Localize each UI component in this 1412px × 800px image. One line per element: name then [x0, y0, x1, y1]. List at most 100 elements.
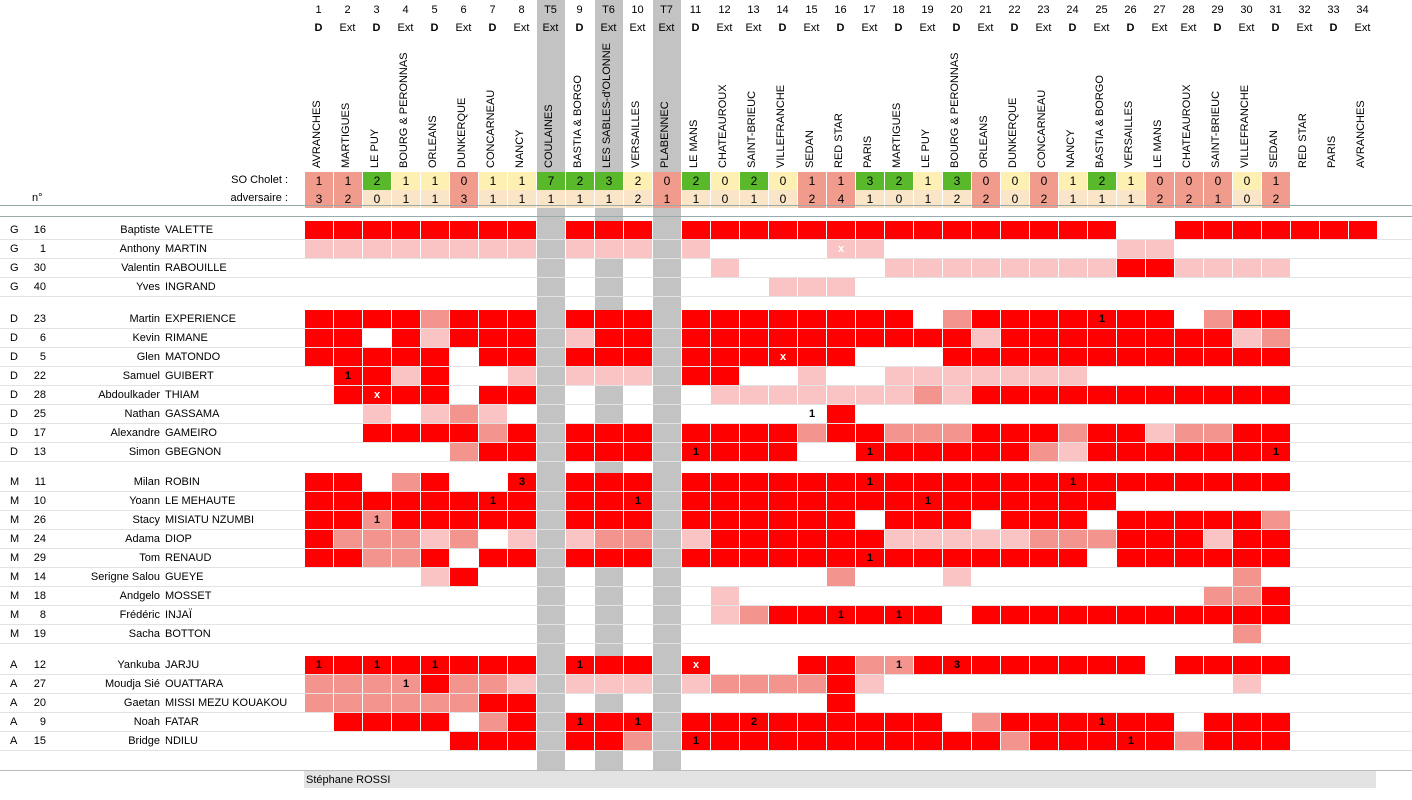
participation-cell — [1204, 259, 1232, 277]
participation-cell — [595, 348, 623, 366]
participation-cell — [798, 492, 826, 510]
participation-cell — [1204, 329, 1232, 347]
match-venue: Ext — [652, 22, 681, 34]
participation-cell — [1030, 732, 1058, 750]
opponent-name: VERSAILLES — [1123, 101, 1135, 168]
participation-cell — [798, 473, 826, 491]
participation-cell — [1146, 259, 1174, 277]
match-number: 27 — [1145, 4, 1174, 16]
participation-cell — [508, 732, 536, 750]
player-first-name: Glen — [40, 348, 160, 366]
staff-cells — [304, 771, 1376, 788]
match-venue: Ext — [507, 22, 536, 34]
participation-cell — [827, 656, 855, 674]
match-venue: Ext — [710, 22, 739, 34]
player-position: G — [10, 221, 19, 239]
participation-cell: 1 — [421, 656, 449, 674]
player-position: G — [10, 259, 19, 277]
player-first-name: Simon — [40, 443, 160, 461]
participation-cell — [856, 386, 884, 404]
match-venue: D — [1203, 22, 1232, 34]
participation-cell — [363, 694, 391, 712]
match-number: 16 — [826, 4, 855, 16]
participation-cell — [421, 221, 449, 239]
participation-cell — [1030, 348, 1058, 366]
participation-cell — [1088, 386, 1116, 404]
participation-cell — [972, 367, 1000, 385]
participation-cell — [769, 310, 797, 328]
participation-cell — [1146, 511, 1174, 529]
opponent-name: LE MANS — [1152, 120, 1164, 168]
participation-cell — [1175, 656, 1203, 674]
participation-cell — [943, 492, 971, 510]
participation-cell — [1030, 549, 1058, 567]
participation-cell — [769, 732, 797, 750]
participation-cell — [943, 443, 971, 461]
participation-cell — [334, 386, 362, 404]
so-cholet-score: 0 — [769, 172, 797, 190]
participation-cell — [1204, 587, 1232, 605]
player-position: M — [10, 511, 19, 529]
participation-cell — [827, 473, 855, 491]
participation-cell — [1175, 329, 1203, 347]
player-position: D — [10, 348, 18, 366]
participation-cell — [508, 424, 536, 442]
so-cholet-score: 3 — [856, 172, 884, 190]
participation-cell — [856, 732, 884, 750]
participation-cell — [885, 259, 913, 277]
participation-cell — [595, 424, 623, 442]
participation-cell — [1204, 424, 1232, 442]
participation-cell — [769, 278, 797, 296]
player-position: M — [10, 606, 19, 624]
participation-cell — [595, 443, 623, 461]
player-first-name: Sacha — [40, 625, 160, 643]
participation-cell — [740, 675, 768, 693]
player-first-name: Yankuba — [40, 656, 160, 674]
participation-cell — [421, 473, 449, 491]
so-cholet-score: 2 — [566, 172, 594, 190]
participation-cell — [508, 443, 536, 461]
so-cholet-score: 0 — [653, 172, 681, 190]
participation-cell — [508, 656, 536, 674]
match-venue: D — [1319, 22, 1348, 34]
participation-cell — [1001, 473, 1029, 491]
participation-cell — [1204, 511, 1232, 529]
participation-cell — [1204, 310, 1232, 328]
participation-cell — [943, 310, 971, 328]
participation-cell — [1262, 732, 1290, 750]
so-cholet-score: 1 — [392, 172, 420, 190]
so-cholet-score: 2 — [1088, 172, 1116, 190]
participation-cell — [1146, 606, 1174, 624]
participation-cell — [392, 511, 420, 529]
participation-cell — [885, 511, 913, 529]
participation-cell — [595, 511, 623, 529]
participation-cell — [1001, 549, 1029, 567]
opponent-name: RED STAR — [833, 113, 845, 168]
participation-cell — [1088, 259, 1116, 277]
participation-cell — [479, 240, 507, 258]
participation-cell — [682, 713, 710, 731]
participation-cell — [305, 511, 333, 529]
player-position: M — [10, 492, 19, 510]
participation-cell — [798, 549, 826, 567]
participation-cell — [334, 694, 362, 712]
participation-cell — [450, 530, 478, 548]
match-number: 17 — [855, 4, 884, 16]
participation-cell — [1262, 310, 1290, 328]
so-cholet-score: 1 — [421, 172, 449, 190]
participation-cell — [769, 386, 797, 404]
participation-cell — [798, 221, 826, 239]
participation-cell: 1 — [856, 473, 884, 491]
participation-cell — [711, 367, 739, 385]
participation-cell: 1 — [624, 713, 652, 731]
participation-cell — [1117, 259, 1145, 277]
participation-cell — [769, 424, 797, 442]
participation-cell — [914, 656, 942, 674]
participation-cell — [1233, 656, 1261, 674]
participation-cell — [711, 606, 739, 624]
player-first-name: Serigne Salou — [40, 568, 160, 586]
player-position: A — [10, 675, 17, 693]
participation-cell — [885, 329, 913, 347]
participation-cell — [914, 367, 942, 385]
player-last-name: LE MEHAUTE — [165, 492, 235, 510]
